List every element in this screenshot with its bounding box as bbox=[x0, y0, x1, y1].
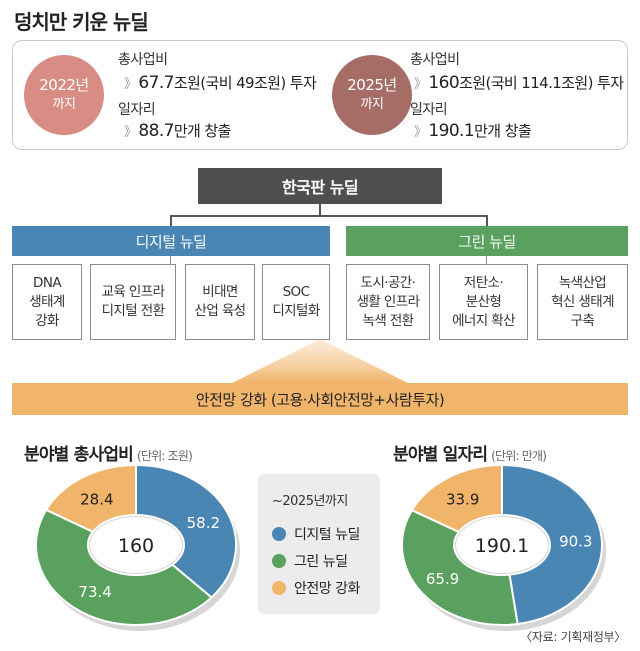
jobs-number-2022: 88.7 bbox=[138, 121, 174, 141]
jobs-value-2025: 》 190.1만개 창출 bbox=[414, 120, 532, 141]
legend-dot-icon bbox=[272, 554, 286, 568]
jobs-donut-chart: 90.3 65.9 33.9 190.1 bbox=[401, 463, 606, 631]
digital-item-text: 교육 인프라 디지털 전환 bbox=[101, 284, 165, 319]
budget-value-2022: 》 67.7조원(국비 49조원) 투자 bbox=[124, 72, 317, 93]
green-item: 저탄소· 분산형 에너지 확산 bbox=[439, 264, 528, 340]
green-item: 도시·공간· 생활 인프라 녹색 전환 bbox=[346, 264, 430, 340]
green-item-text: 도시·공간· 생활 인프라 녹색 전환 bbox=[356, 274, 420, 329]
jobs-text-2022: 만개 창출 bbox=[173, 122, 232, 140]
connector-line bbox=[170, 256, 171, 264]
summary-box bbox=[12, 40, 628, 150]
legend-label: 안전망 강화 bbox=[294, 581, 360, 597]
donut-center bbox=[90, 517, 182, 573]
budget-label-2025: 총사업비 bbox=[410, 52, 460, 68]
budget-chart-title: 분야별 총사업비 (단위: 조원) bbox=[24, 440, 193, 465]
digital-item: 비대면 산업 육성 bbox=[185, 264, 255, 340]
year-badge-2022: 2022년 까지 bbox=[24, 55, 104, 135]
jobs-chart-unit: (단위: 만개) bbox=[491, 449, 547, 463]
budget-label-2022: 총사업비 bbox=[118, 52, 168, 68]
budget-number-2025: 160 bbox=[428, 73, 460, 93]
donut-value-label: 65.9 bbox=[426, 570, 459, 588]
digital-item: SOC 디지털화 bbox=[262, 264, 330, 340]
digital-item-text: 비대면 산업 육성 bbox=[194, 284, 247, 319]
year-badge-2025: 2025년 까지 bbox=[332, 55, 412, 135]
green-item-text: 녹색산업 혁신 생태계 구축 bbox=[551, 274, 614, 329]
budget-number-2022: 67.7 bbox=[138, 73, 174, 93]
donut-value-label: 90.3 bbox=[559, 533, 592, 551]
donut-total-label: 160 bbox=[118, 535, 154, 557]
donut-value-label: 73.4 bbox=[78, 583, 111, 601]
donut-center bbox=[456, 517, 548, 573]
legend-item-safety: 안전망 강화 bbox=[272, 578, 360, 598]
safety-net-bar: 안전망 강화 (고용·사회안전망+사람투자) bbox=[12, 383, 628, 415]
jobs-value-2022: 》 88.7만개 창출 bbox=[124, 120, 231, 141]
year-badge-suffix: 까지 bbox=[360, 97, 384, 112]
connector-line bbox=[170, 215, 488, 217]
donut-value-label: 33.9 bbox=[446, 490, 479, 508]
budget-value-2025: 》 160조원(국비 114.1조원) 투자 bbox=[414, 72, 624, 93]
legend-heading: ~2025년까지 bbox=[272, 494, 348, 509]
green-item-text: 저탄소· 분산형 에너지 확산 bbox=[452, 274, 515, 329]
up-arrow-icon bbox=[232, 339, 408, 383]
donut-slice-safety bbox=[44, 463, 137, 534]
digital-item: 교육 인프라 디지털 전환 bbox=[90, 264, 176, 340]
donut-total-label: 190.1 bbox=[475, 535, 529, 557]
digital-new-deal-header: 디지털 뉴딜 bbox=[12, 226, 330, 256]
digital-item-text: SOC 디지털화 bbox=[272, 284, 320, 319]
year-badge-year: 2025년 bbox=[347, 76, 397, 94]
budget-text-2025: 조원(국비 114.1조원) 투자 bbox=[459, 74, 624, 92]
digital-item: DNA 생태계 강화 bbox=[12, 264, 82, 340]
jobs-label-2022: 일자리 bbox=[118, 102, 156, 118]
jobs-chart-title-text: 분야별 일자리 bbox=[393, 445, 488, 465]
year-badge-year: 2022년 bbox=[39, 76, 89, 94]
digital-item-text: DNA 생태계 강화 bbox=[29, 274, 65, 329]
budget-chart-title-text: 분야별 총사업비 bbox=[24, 445, 134, 465]
chevron-icon: 》 bbox=[414, 77, 427, 92]
chevron-icon: 》 bbox=[414, 125, 427, 140]
donut-slice-green bbox=[401, 508, 519, 626]
connector-line bbox=[170, 215, 172, 226]
legend-item-digital: 디지털 뉴딜 bbox=[272, 524, 360, 544]
connector-line bbox=[486, 215, 488, 226]
donut-slice-safety bbox=[410, 463, 503, 534]
new-deal-title: 한국판 뉴딜 bbox=[198, 168, 442, 204]
legend-label: 그린 뉴딜 bbox=[294, 554, 348, 570]
connector-line bbox=[486, 256, 487, 264]
donut-slice-green bbox=[35, 508, 214, 626]
donut-slice-digital bbox=[135, 463, 237, 599]
budget-donut-chart: 58.2 73.4 28.4 160 bbox=[35, 463, 240, 631]
legend-dot-icon bbox=[272, 527, 286, 541]
legend-dot-icon bbox=[272, 581, 286, 595]
jobs-text-2025: 만개 창출 bbox=[474, 122, 532, 140]
legend: ~2025년까지 디지털 뉴딜 그린 뉴딜 안전망 강화 bbox=[258, 474, 380, 614]
jobs-chart-title: 분야별 일자리 (단위: 만개) bbox=[393, 440, 547, 465]
green-new-deal-header: 그린 뉴딜 bbox=[346, 226, 628, 256]
donut-value-label: 58.2 bbox=[187, 514, 220, 532]
green-item: 녹색산업 혁신 생태계 구축 bbox=[537, 264, 628, 340]
jobs-number-2025: 190.1 bbox=[428, 121, 475, 141]
chevron-icon: 》 bbox=[124, 125, 137, 140]
jobs-label-2025: 일자리 bbox=[410, 102, 448, 118]
donut-slice-digital bbox=[501, 463, 603, 626]
connector-line bbox=[319, 204, 321, 216]
legend-label: 디지털 뉴딜 bbox=[294, 527, 360, 543]
source-note: 〈자료: 기획재정부〉 bbox=[520, 630, 626, 644]
legend-item-green: 그린 뉴딜 bbox=[272, 551, 348, 571]
budget-chart-unit: (단위: 조원) bbox=[137, 449, 193, 463]
year-badge-suffix: 까지 bbox=[52, 97, 76, 112]
chevron-icon: 》 bbox=[124, 77, 137, 92]
budget-text-2022: 조원(국비 49조원) 투자 bbox=[173, 74, 317, 92]
page-title: 덩치만 키운 뉴딜 bbox=[14, 10, 149, 34]
donut-value-label: 28.4 bbox=[80, 490, 113, 508]
